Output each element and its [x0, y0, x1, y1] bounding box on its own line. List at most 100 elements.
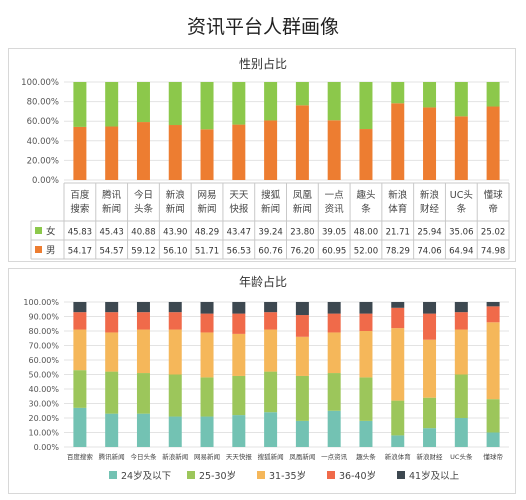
category-label: 网易新闻 [194, 452, 220, 461]
y-tick-label: 40.00% [28, 385, 59, 394]
bar-female [359, 82, 373, 130]
bar-segment-1 [295, 420, 309, 447]
category-label: 新浪新闻 [166, 189, 186, 215]
data-cell: 54.57 [100, 247, 124, 257]
bar-segment-4 [454, 312, 468, 330]
data-cell: 48.00 [354, 228, 378, 238]
data-cell: 25.94 [417, 228, 441, 238]
bar-segment-3 [105, 332, 119, 372]
bar-male [327, 120, 341, 180]
data-cell: 45.43 [100, 228, 124, 238]
bar-segment-4 [168, 312, 182, 330]
legend-label: 41岁及以上 [409, 470, 460, 482]
bar-segment-3 [327, 332, 341, 374]
bar-segment-4 [486, 306, 500, 323]
data-cell: 40.88 [131, 228, 155, 238]
legend-swatch [187, 471, 195, 479]
bar-segment-4 [295, 315, 309, 337]
bar-male [136, 122, 150, 180]
data-cell: 23.80 [290, 228, 314, 238]
bar-segment-5 [105, 302, 119, 313]
legend-label: 36-40岁 [339, 470, 376, 482]
bar-segment-2 [105, 371, 119, 414]
legend-swatch [109, 471, 117, 479]
bar-segment-2 [486, 399, 500, 433]
bar-segment-5 [232, 302, 246, 314]
legend-label-male: 男 [46, 246, 56, 257]
category-label: 懂球帝 [483, 452, 503, 461]
bar-segment-3 [391, 328, 405, 401]
bar-segment-1 [359, 420, 373, 447]
y-tick-label: 10.00% [28, 429, 59, 438]
y-tick-label: 70.00% [28, 342, 59, 351]
data-cell: 76.20 [290, 247, 314, 257]
category-label: 网易新闻 [198, 190, 217, 215]
legend-label: 31-35岁 [269, 470, 306, 482]
bar-segment-3 [359, 331, 373, 378]
chart-title: 年龄占比 [239, 274, 287, 289]
bar-segment-3 [136, 329, 150, 374]
data-cell: 35.06 [449, 228, 473, 238]
category-label: 懂球帝 [484, 189, 504, 215]
bar-segment-5 [327, 302, 341, 314]
y-tick-label: 90.00% [28, 313, 59, 322]
category-label: 今日头条 [130, 452, 157, 461]
y-tick-label: 60.00% [27, 117, 59, 127]
category-label: 百度搜索 [70, 189, 90, 215]
age-chart: 年龄占比 0.00% 10.00% 20.00% 30.00% 40.00% 50.00% 6… [23, 274, 509, 482]
bar-segment-5 [200, 302, 214, 314]
bar-segment-2 [168, 374, 182, 417]
category-label: 新浪体育 [388, 189, 408, 215]
legend-label: 25-30岁 [199, 470, 236, 482]
data-cell: 45.83 [68, 228, 92, 238]
data-cell: 56.53 [227, 247, 251, 257]
bar-segment-3 [73, 329, 87, 371]
bar-segment-5 [136, 302, 150, 313]
bar-segment-3 [486, 322, 500, 400]
bar-segment-3 [423, 339, 437, 398]
category-label: UC头条 [450, 189, 473, 215]
bar-female [295, 82, 309, 106]
bar-segment-2 [200, 377, 214, 417]
category-label: 天天快报 [226, 452, 253, 461]
bar-female [73, 82, 87, 127]
bar-segment-1 [168, 416, 182, 447]
bar-segment-3 [264, 329, 278, 372]
y-tick-label: 30.00% [28, 400, 59, 409]
bar-segment-1 [423, 428, 437, 447]
bar-segment-2 [359, 377, 373, 421]
bar-segment-1 [264, 412, 278, 447]
category-label: 一点资讯 [321, 452, 348, 461]
category-label: 腾讯新闻 [99, 452, 125, 461]
bar-segment-2 [73, 370, 87, 408]
bar-segment-4 [391, 307, 405, 329]
bar-female [232, 82, 246, 125]
bar-segment-5 [423, 302, 437, 314]
bar-segment-4 [105, 312, 119, 333]
bar-segment-2 [264, 371, 278, 413]
bar-female [264, 82, 278, 121]
bar-segment-4 [264, 312, 278, 330]
bar-segment-5 [73, 302, 87, 313]
bar-male [264, 120, 278, 180]
bar-segment-2 [391, 400, 405, 436]
page-title: 资讯平台人群画像 [186, 16, 339, 38]
category-label: 新浪体育 [385, 452, 412, 461]
bar-segment-1 [327, 410, 341, 447]
bar-male [486, 106, 500, 180]
bar-segment-1 [391, 435, 405, 447]
data-cell: 25.02 [481, 228, 505, 238]
category-label: 腾讯新闻 [102, 189, 122, 215]
bar-female [423, 82, 437, 108]
data-cell: 56.10 [163, 247, 187, 257]
category-label: 一点资讯 [325, 190, 345, 215]
bar-female [200, 82, 214, 130]
bar-male [359, 129, 373, 180]
bar-male [423, 107, 437, 180]
bar-segment-2 [232, 375, 246, 416]
bar-male [391, 103, 405, 180]
legend-swatch-male [35, 246, 42, 253]
legend-swatch-female [35, 227, 42, 234]
bar-segment-2 [136, 373, 150, 414]
data-cell: 43.47 [227, 228, 251, 238]
